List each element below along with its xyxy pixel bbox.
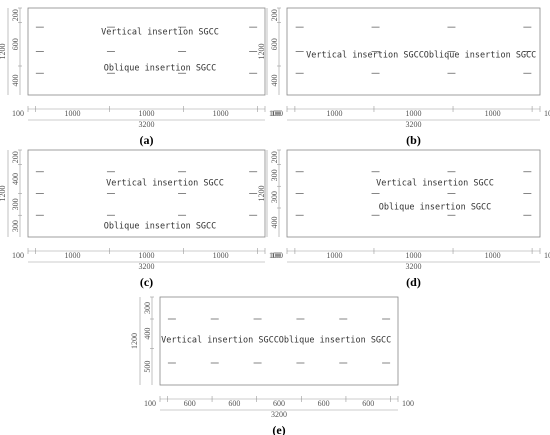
caption: (a) xyxy=(140,133,154,147)
dim-label: 100 xyxy=(12,251,24,260)
dim-label: 100 xyxy=(544,109,550,118)
dim-label: 1200 xyxy=(257,186,266,202)
dim-label: 300 xyxy=(270,169,279,181)
dim-label: 1000 xyxy=(64,109,80,118)
dim-label: 1000 xyxy=(406,251,422,260)
dim-label: 600 xyxy=(273,399,285,408)
dim-label: 1200 xyxy=(130,333,139,349)
caption: (d) xyxy=(406,275,421,289)
dim-label: 1200 xyxy=(0,186,7,202)
panel-frame xyxy=(286,149,541,238)
dim-label: 400 xyxy=(143,328,152,340)
dim-label: 100 xyxy=(269,109,281,118)
annotation: Oblique insertion SGCC xyxy=(104,64,217,74)
caption: (c) xyxy=(140,275,153,289)
dim-label: 100 xyxy=(271,109,283,118)
dim-label: 200 xyxy=(270,151,279,163)
dim-label: 600 xyxy=(270,38,279,50)
dim-label: 600 xyxy=(11,38,20,50)
dim-label: 300 xyxy=(143,302,152,314)
dim-label: 100 xyxy=(544,251,550,260)
dim-label: 1000 xyxy=(326,109,342,118)
dim-label: 3200 xyxy=(406,120,422,129)
dim-label: 400 xyxy=(270,75,279,87)
dim-label: 100 xyxy=(269,251,281,260)
caption: (b) xyxy=(406,133,421,147)
annotation: Vertical insertion SGCC xyxy=(161,336,279,346)
dim-label: 1000 xyxy=(64,251,80,260)
panel-frame xyxy=(27,7,266,96)
dim-label: 400 xyxy=(11,173,20,185)
dim-label: 3200 xyxy=(139,120,155,129)
dim-label: 3200 xyxy=(406,262,422,271)
dim-label: 300 xyxy=(11,198,20,210)
dim-label: 1000 xyxy=(213,251,229,260)
dim-label: 1200 xyxy=(257,44,266,60)
dim-label: 1200 xyxy=(0,44,7,60)
dim-label: 200 xyxy=(270,9,279,21)
annotation: Oblique insertion SGCC xyxy=(279,336,392,346)
annotation: Oblique insertion SGCC xyxy=(424,51,537,61)
caption: (e) xyxy=(272,423,285,435)
dim-label: 1000 xyxy=(139,109,155,118)
annotation: Vertical insertion SGCC xyxy=(106,179,224,189)
dim-label: 1000 xyxy=(326,251,342,260)
dim-label: 300 xyxy=(11,220,20,232)
dim-label: 600 xyxy=(184,399,196,408)
dim-label: 1000 xyxy=(406,109,422,118)
annotation: Oblique insertion SGCC xyxy=(104,222,217,232)
dim-label: 200 xyxy=(11,151,20,163)
dim-label: 600 xyxy=(228,399,240,408)
annotation: Oblique insertion SGCC xyxy=(379,203,492,213)
dim-label: 200 xyxy=(11,9,20,21)
dim-label: 3200 xyxy=(139,262,155,271)
dim-label: 1000 xyxy=(213,109,229,118)
dim-label: 1000 xyxy=(139,251,155,260)
dim-label: 300 xyxy=(270,191,279,203)
dim-label: 600 xyxy=(362,399,374,408)
dim-label: 1000 xyxy=(485,109,501,118)
dim-label: 1000 xyxy=(485,251,501,260)
dim-label: 100 xyxy=(271,251,283,260)
annotation: Vertical insertion SGCC xyxy=(376,179,494,189)
panel-frame xyxy=(159,296,399,386)
dim-label: 400 xyxy=(270,217,279,229)
dim-label: 500 xyxy=(143,361,152,373)
panel-frame xyxy=(286,7,541,96)
dim-label: 600 xyxy=(318,399,330,408)
dim-label: 100 xyxy=(144,399,156,408)
dim-label: 400 xyxy=(11,75,20,87)
panel-frame xyxy=(27,149,266,238)
dim-label: 100 xyxy=(12,109,24,118)
annotation: Vertical insertion SGCC xyxy=(101,28,219,38)
annotation: Vertical insertion SGCC xyxy=(306,51,424,61)
dim-label: 100 xyxy=(402,399,414,408)
dim-label: 3200 xyxy=(271,410,287,419)
